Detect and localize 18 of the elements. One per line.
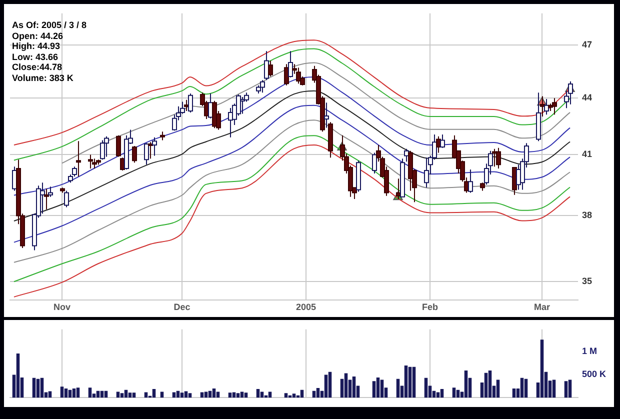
annotation: Low: 43.66 bbox=[12, 52, 60, 62]
x-tick-label: Dec bbox=[174, 302, 190, 312]
y-tick-label: 1 M bbox=[582, 346, 598, 356]
x-tick-label: Nov bbox=[53, 302, 71, 312]
annotation: Close:44.78 bbox=[12, 62, 64, 73]
y-tick-label: 47 bbox=[582, 40, 592, 50]
annotation: Open: 44.26 bbox=[12, 30, 64, 42]
y-tick-label: 44 bbox=[582, 92, 592, 103]
annotation: Volume: 383 K bbox=[12, 72, 74, 84]
annotation: High: 44.93 bbox=[12, 41, 62, 52]
x-tick-label: Mar bbox=[534, 302, 550, 312]
x-tick-label: Feb bbox=[422, 302, 438, 312]
y-tick-label: 35 bbox=[582, 276, 592, 286]
annotation: As Of: 2005 / 3 / 8 bbox=[12, 20, 87, 31]
y-tick-label: 38 bbox=[582, 210, 592, 220]
y-tick-label: 500 K bbox=[582, 369, 607, 380]
x-tick-label: 2005 bbox=[296, 302, 316, 312]
y-tick-label: 41 bbox=[582, 149, 592, 160]
